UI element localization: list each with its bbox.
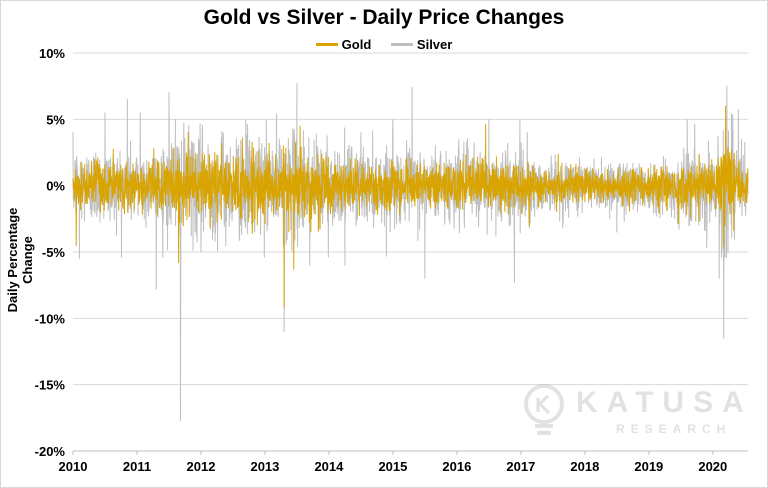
legend-item-silver: Silver [390,37,453,52]
y-tick-label-1: 5% [46,112,65,127]
x-tick-label-0: 2010 [59,459,88,474]
y-tick-labels: 10% 5% 0% -5% -10% -15% -20% [35,46,66,459]
legend-label-gold: Gold [341,37,372,52]
y-tick-label-4: -10% [35,311,66,326]
lightbulb-icon [524,384,564,435]
y-tick-label-6: -20% [35,444,66,459]
x-tick-label-10: 2020 [698,459,727,474]
x-tick-label-7: 2017 [506,459,535,474]
y-tick-label-2: 0% [46,179,65,194]
legend-swatch-silver [390,43,413,46]
x-tick-label-4: 2014 [314,459,344,474]
y-tick-label-5: -15% [35,378,66,393]
series-line-gold [72,105,749,309]
chart-title: Gold vs Silver - Daily Price Changes [203,6,565,29]
x-tick-label-5: 2015 [378,459,407,474]
x-tick-labels: 2010 2011 2012 2013 2014 2015 2016 2017 2018 2019… [59,459,728,474]
series-gold [72,105,749,309]
y-tick-label-3: -5% [42,245,66,260]
x-tick-label-6: 2016 [442,459,471,474]
legend-swatch-gold [315,43,338,46]
y-tick-label-0: 10% [39,46,65,61]
x-tick-label-1: 2011 [123,459,151,474]
katusa-watermark: KATUSA RESEARCH [520,382,750,444]
legend-label-silver: Silver [416,37,453,52]
x-tick-label-3: 2013 [250,459,279,474]
watermark-name: KATUSA [576,386,753,419]
watermark-subtitle: RESEARCH [616,422,732,436]
axes [72,450,748,455]
legend-item-gold: Gold [315,37,372,52]
legend: Gold Silver [0,34,768,52]
x-tick-label-9: 2019 [634,459,663,474]
x-tick-label-2: 2012 [187,459,216,474]
x-tick-label-8: 2018 [570,459,599,474]
